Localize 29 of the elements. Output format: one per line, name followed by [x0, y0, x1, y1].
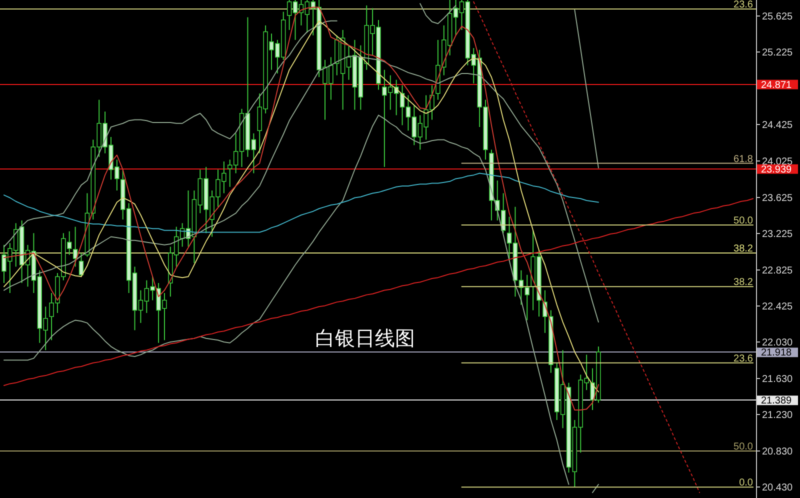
ref-line-label: 24.871 [761, 80, 792, 91]
annotation: 38.2 [734, 244, 754, 255]
y-tick-label: 20.830 [762, 446, 794, 458]
candlestick [78, 252, 84, 278]
y-tick-label: 25.625 [762, 11, 794, 22]
y-tick-label: 21.230 [762, 410, 794, 422]
y-tick-label: 24.425 [762, 120, 794, 132]
y-tick-label: 25.225 [762, 48, 794, 59]
candlestick [72, 226, 78, 268]
y-tick-label: 23.225 [762, 229, 794, 240]
annotation: 23.6 [734, 0, 754, 11]
ref-line-label: 21.918 [761, 348, 792, 359]
annotation: 61.8 [734, 154, 754, 165]
y-tick-label: 23.625 [762, 192, 794, 204]
y-tick-label: 20.430 [762, 482, 794, 494]
annotation: 38.2 [734, 277, 754, 288]
candlestick [542, 290, 548, 334]
annotation: 50.0 [734, 215, 754, 226]
ref-line-label: 23.939 [761, 164, 792, 176]
y-tick-label: 22.825 [762, 265, 794, 276]
line-series [3, 56, 599, 323]
y-tick-label: 22.425 [762, 302, 794, 313]
y-tick-label: 21.630 [762, 374, 794, 385]
annotation: 50.0 [734, 441, 754, 452]
annotation: 0.0 [739, 478, 754, 489]
ref-line-label: 21.389 [761, 396, 792, 407]
annotation: 23.6 [734, 353, 754, 364]
text: 白银日线图 [315, 326, 415, 350]
y-tick-label: 22.030 [762, 337, 794, 348]
